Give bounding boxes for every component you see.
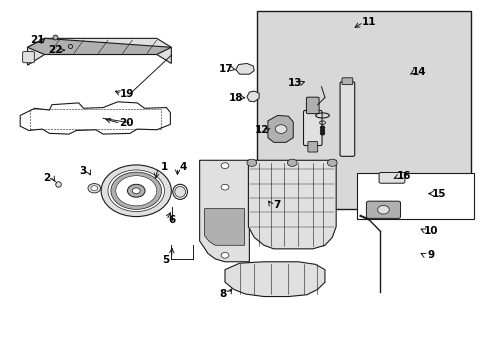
Ellipse shape xyxy=(174,186,185,197)
Polygon shape xyxy=(248,160,335,249)
Circle shape xyxy=(88,184,101,193)
Text: 16: 16 xyxy=(396,171,411,181)
Text: 5: 5 xyxy=(162,255,169,265)
Text: 21: 21 xyxy=(30,35,45,45)
Text: 2: 2 xyxy=(43,173,51,183)
Circle shape xyxy=(327,159,336,166)
FancyBboxPatch shape xyxy=(341,78,352,85)
FancyBboxPatch shape xyxy=(307,141,317,152)
Text: 19: 19 xyxy=(120,89,134,99)
Circle shape xyxy=(221,163,228,168)
Circle shape xyxy=(101,165,171,217)
Polygon shape xyxy=(235,63,254,74)
Circle shape xyxy=(275,125,286,134)
FancyBboxPatch shape xyxy=(303,111,322,145)
Circle shape xyxy=(287,159,297,166)
FancyBboxPatch shape xyxy=(22,51,34,63)
Text: 6: 6 xyxy=(168,215,176,225)
Text: 17: 17 xyxy=(218,64,233,74)
Text: 4: 4 xyxy=(180,162,187,172)
Bar xyxy=(256,12,470,209)
FancyBboxPatch shape xyxy=(339,82,354,156)
Text: 7: 7 xyxy=(273,200,280,210)
Text: 12: 12 xyxy=(254,125,268,135)
Circle shape xyxy=(320,132,324,135)
Circle shape xyxy=(221,252,228,258)
Text: 8: 8 xyxy=(219,289,226,299)
Polygon shape xyxy=(267,116,293,142)
Polygon shape xyxy=(204,209,244,245)
FancyBboxPatch shape xyxy=(366,201,400,219)
FancyBboxPatch shape xyxy=(306,97,319,114)
Circle shape xyxy=(108,170,164,212)
Bar xyxy=(356,173,473,220)
Polygon shape xyxy=(199,160,249,262)
Polygon shape xyxy=(27,39,171,54)
Text: 22: 22 xyxy=(48,45,62,55)
Text: 20: 20 xyxy=(119,118,134,128)
Circle shape xyxy=(320,129,324,132)
Polygon shape xyxy=(224,262,325,297)
Bar xyxy=(30,109,160,129)
Polygon shape xyxy=(246,91,259,102)
Text: 9: 9 xyxy=(427,250,433,260)
Circle shape xyxy=(116,176,157,206)
Circle shape xyxy=(91,186,98,191)
Circle shape xyxy=(127,184,145,197)
Text: 3: 3 xyxy=(79,166,86,176)
Text: 13: 13 xyxy=(287,78,302,88)
Polygon shape xyxy=(27,39,171,65)
Text: 15: 15 xyxy=(431,189,446,199)
Circle shape xyxy=(246,159,256,166)
Text: 10: 10 xyxy=(423,226,437,236)
Circle shape xyxy=(377,206,388,214)
Circle shape xyxy=(132,188,140,194)
FancyBboxPatch shape xyxy=(378,172,404,183)
Circle shape xyxy=(221,184,228,190)
Circle shape xyxy=(320,126,324,129)
Circle shape xyxy=(111,172,161,210)
Text: 18: 18 xyxy=(228,93,243,103)
Text: 14: 14 xyxy=(411,67,426,77)
Text: 11: 11 xyxy=(361,17,376,27)
Text: 1: 1 xyxy=(160,162,167,172)
